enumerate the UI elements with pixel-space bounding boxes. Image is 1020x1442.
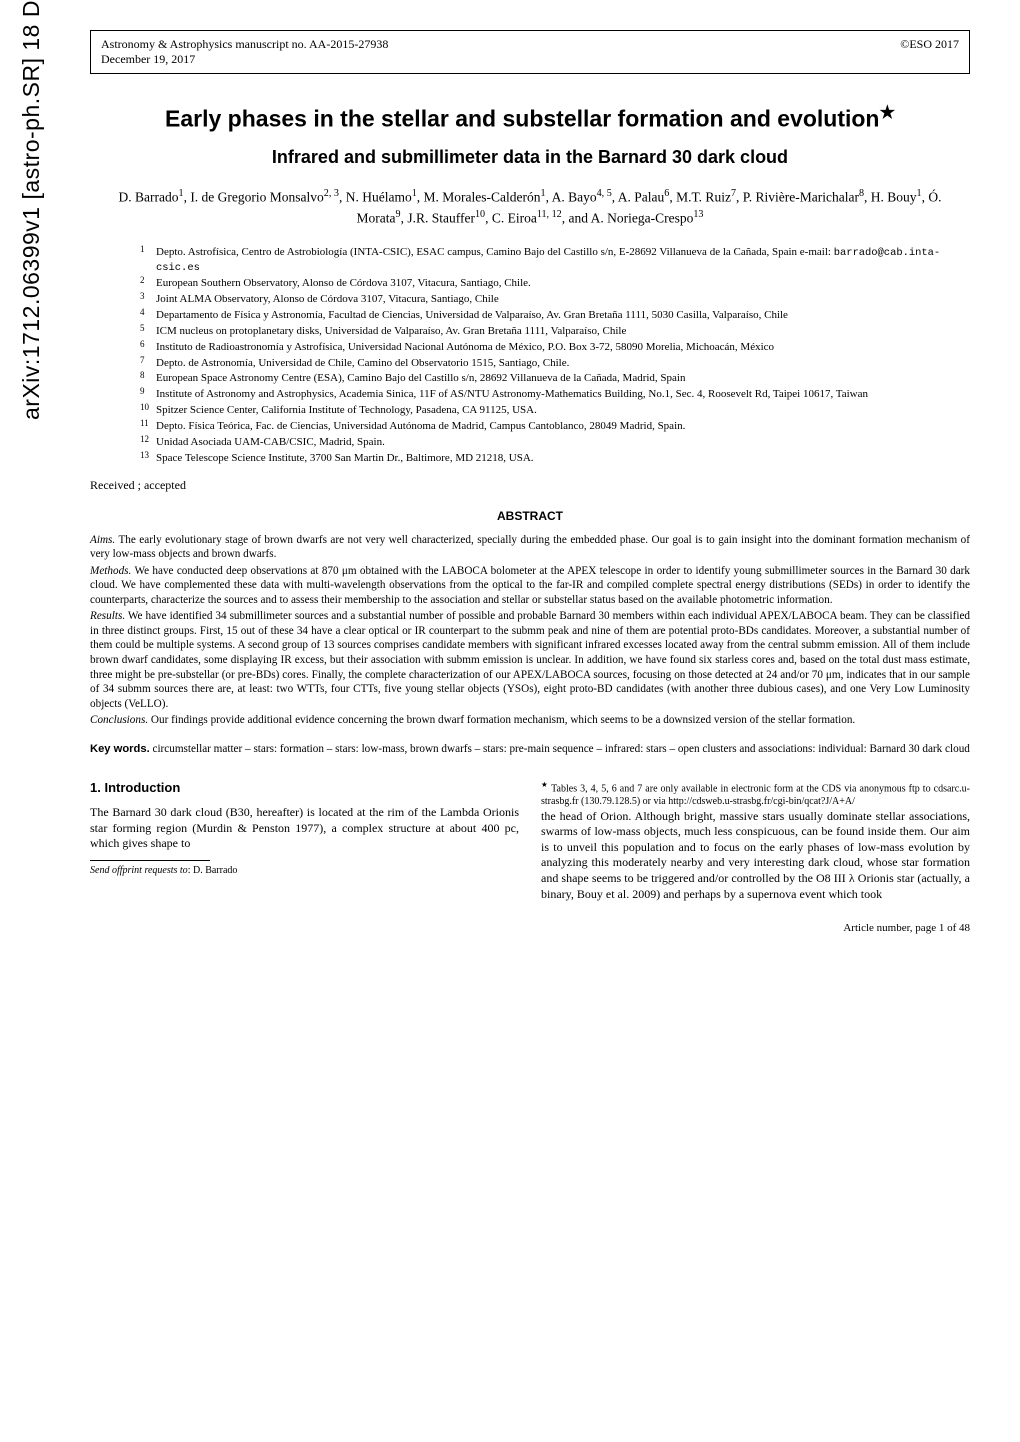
affiliation-text: Unidad Asociada UAM-CAB/CSIC, Madrid, Sp…	[156, 435, 970, 450]
abstract-conclusions-text: Our findings provide additional evidence…	[148, 714, 855, 726]
section-1-heading: 1. Introduction	[90, 780, 519, 797]
affiliation-text: Departamento de Física y Astronomía, Fac…	[156, 308, 970, 323]
affiliation-row: 9Institute of Astronomy and Astrophysics…	[140, 387, 970, 402]
arxiv-stamp: arXiv:1712.06399v1 [astro-ph.SR] 18 Dec …	[18, 0, 45, 420]
abstract-body: Aims. The early evolutionary stage of br…	[90, 533, 970, 728]
abstract-aims-text: The early evolutionary stage of brown dw…	[90, 534, 970, 561]
affiliation-number: 10	[140, 401, 156, 416]
keywords-text: circumstellar matter – stars: formation …	[150, 743, 970, 755]
affiliation-row: 12Unidad Asociada UAM-CAB/CSIC, Madrid, …	[140, 435, 970, 450]
affiliation-number: 1	[140, 243, 156, 273]
affiliation-number: 13	[140, 449, 156, 464]
author-list: D. Barrado1, I. de Gregorio Monsalvo2, 3…	[90, 186, 970, 230]
affiliation-number: 12	[140, 433, 156, 448]
header-copyright: ©ESO 2017	[900, 37, 959, 67]
abstract-heading: ABSTRACT	[90, 509, 970, 523]
page-number: Article number, page 1 of 48	[90, 922, 970, 934]
affiliation-text: European Space Astronomy Centre (ESA), C…	[156, 371, 970, 386]
affiliation-row: 10Spitzer Science Center, California Ins…	[140, 403, 970, 418]
received-accepted: Received ; accepted	[90, 478, 970, 493]
footnote-tables: ★ Tables 3, 4, 5, 6 and 7 are only avail…	[541, 780, 970, 808]
affiliation-number: 9	[140, 385, 156, 400]
affiliation-text: ICM nucleus on protoplanetary disks, Uni…	[156, 324, 970, 339]
affiliation-text: Depto. Física Teórica, Fac. de Ciencias,…	[156, 419, 970, 434]
affiliation-number: 8	[140, 369, 156, 384]
affiliation-number: 7	[140, 354, 156, 369]
page-content: Astronomy & Astrophysics manuscript no. …	[0, 0, 1020, 964]
abstract-aims-label: Aims.	[90, 534, 115, 546]
abstract-results-text: We have identified 34 submillimeter sour…	[90, 610, 970, 709]
title-text: Early phases in the stellar and substell…	[165, 106, 879, 132]
affiliation-text: Depto. de Astronomía, Universidad de Chi…	[156, 356, 970, 371]
affiliation-text: Spitzer Science Center, California Insti…	[156, 403, 970, 418]
paper-subtitle: Infrared and submillimeter data in the B…	[90, 147, 970, 168]
intro-paragraph-1: The Barnard 30 dark cloud (B30, hereafte…	[90, 805, 519, 852]
affiliation-row: 1Depto. Astrofísica, Centro de Astrobiol…	[140, 245, 970, 275]
abstract-methods-text: We have conducted deep observations at 8…	[90, 565, 970, 606]
affiliation-number: 3	[140, 290, 156, 305]
footnote-offprint: Send offprint requests to: D. Barrado	[90, 865, 519, 878]
abstract-conclusions-label: Conclusions.	[90, 714, 148, 726]
affiliation-row: 3Joint ALMA Observatory, Alonso de Córdo…	[140, 292, 970, 307]
header-left: Astronomy & Astrophysics manuscript no. …	[101, 37, 388, 67]
paper-title: Early phases in the stellar and substell…	[90, 102, 970, 133]
title-footnote-star: ★	[879, 102, 894, 122]
affiliation-row: 7Depto. de Astronomía, Universidad de Ch…	[140, 356, 970, 371]
affiliation-row: 11Depto. Física Teórica, Fac. de Ciencia…	[140, 419, 970, 434]
keywords-label: Key words.	[90, 743, 150, 755]
header-date: December 19, 2017	[101, 52, 388, 67]
affiliation-row: 8European Space Astronomy Centre (ESA), …	[140, 371, 970, 386]
affiliation-text: Institute of Astronomy and Astrophysics,…	[156, 387, 970, 402]
affiliation-number: 11	[140, 417, 156, 432]
body-columns: 1. Introduction The Barnard 30 dark clou…	[90, 780, 970, 902]
affiliation-number: 6	[140, 338, 156, 353]
affiliation-text: Joint ALMA Observatory, Alonso de Córdov…	[156, 292, 970, 307]
manuscript-header: Astronomy & Astrophysics manuscript no. …	[90, 30, 970, 74]
abstract-methods-label: Methods.	[90, 565, 131, 577]
journal-line: Astronomy & Astrophysics manuscript no. …	[101, 37, 388, 52]
affiliation-number: 2	[140, 274, 156, 289]
affiliation-list: 1Depto. Astrofísica, Centro de Astrobiol…	[90, 245, 970, 465]
keywords: Key words. circumstellar matter – stars:…	[90, 742, 970, 757]
affiliation-row: 4Departamento de Física y Astronomía, Fa…	[140, 308, 970, 323]
affiliation-text: Space Telescope Science Institute, 3700 …	[156, 451, 970, 466]
abstract-results-label: Results.	[90, 610, 125, 622]
affiliation-text: Depto. Astrofísica, Centro de Astrobiolo…	[156, 245, 970, 275]
intro-paragraph-2: the head of Orion. Although bright, mass…	[541, 809, 970, 903]
footnote-separator	[90, 860, 210, 861]
affiliation-row: 13Space Telescope Science Institute, 370…	[140, 451, 970, 466]
affiliation-row: 2European Southern Observatory, Alonso d…	[140, 276, 970, 291]
affiliation-number: 4	[140, 306, 156, 321]
affiliation-number: 5	[140, 322, 156, 337]
affiliation-row: 6Instituto de Radioastronomía y Astrofís…	[140, 340, 970, 355]
affiliation-row: 5ICM nucleus on protoplanetary disks, Un…	[140, 324, 970, 339]
affiliation-text: Instituto de Radioastronomía y Astrofísi…	[156, 340, 970, 355]
affiliation-text: European Southern Observatory, Alonso de…	[156, 276, 970, 291]
